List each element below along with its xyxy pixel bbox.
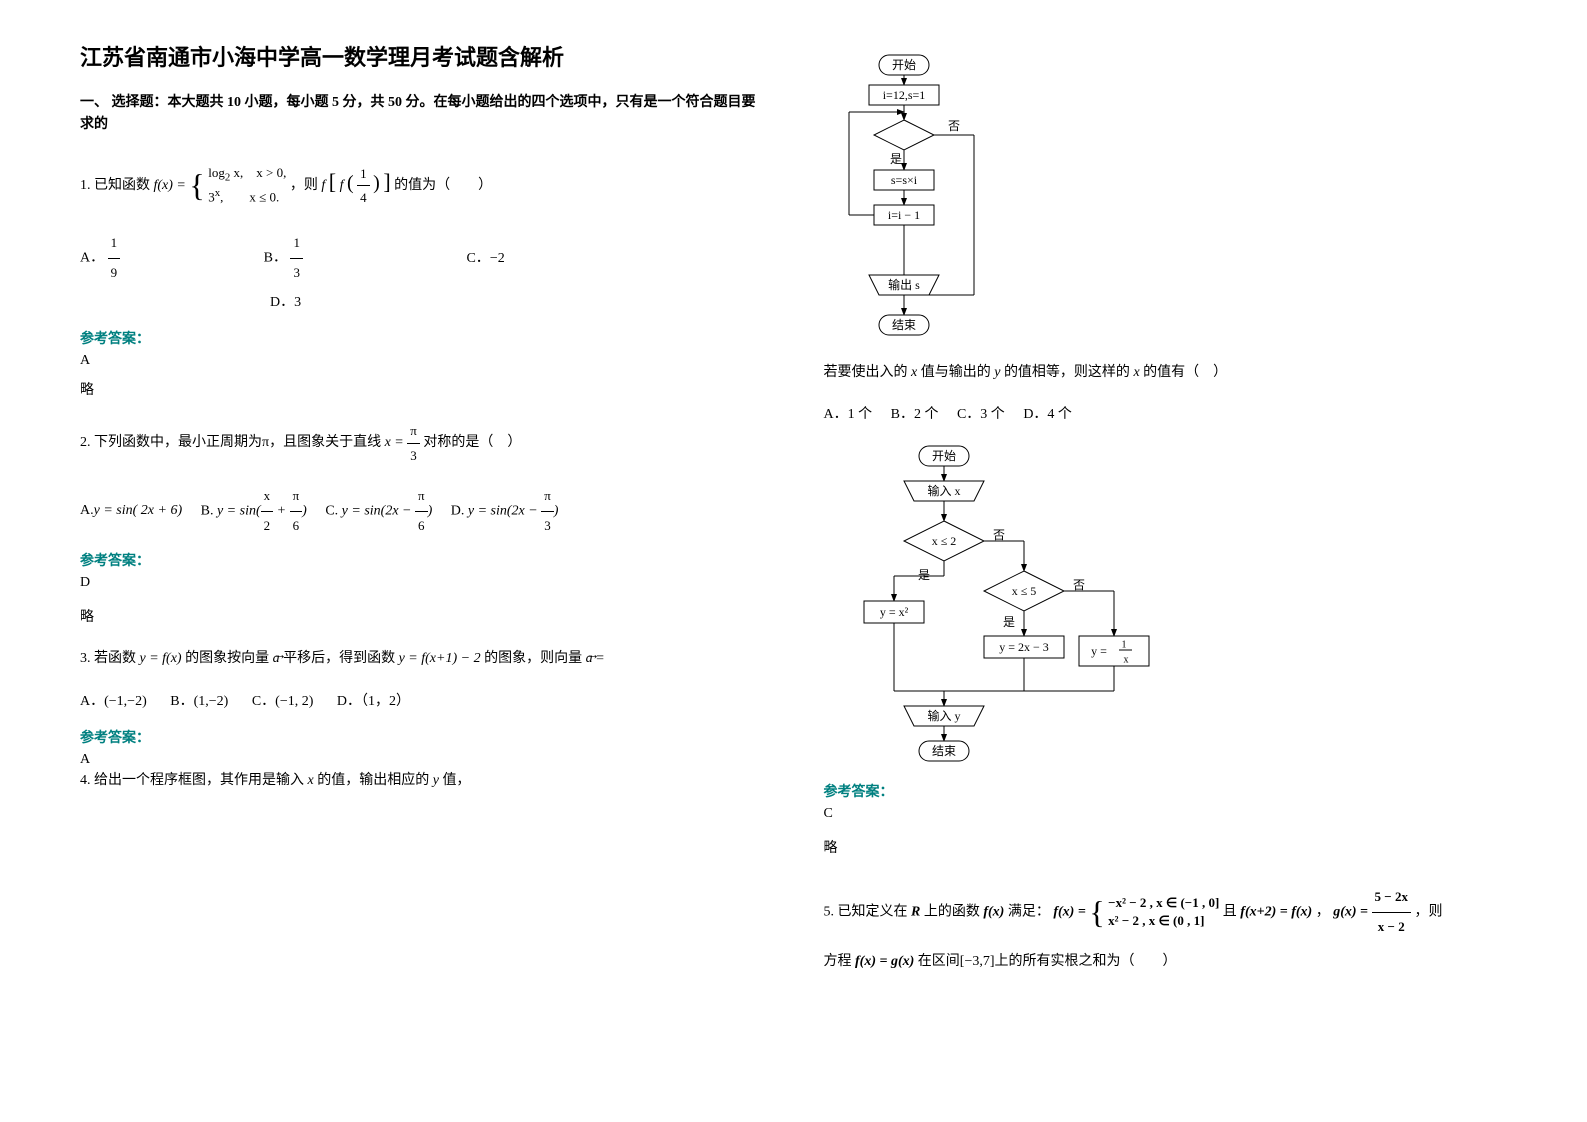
svg-text:开始: 开始 <box>891 58 915 72</box>
svg-text:s=s×i: s=s×i <box>890 173 917 187</box>
svg-text:否: 否 <box>1072 578 1084 592</box>
q4-options: A．1 个 B．2 个 C．3 个 D．4 个 <box>824 400 1508 431</box>
svg-text:输入 x: 输入 x <box>927 483 960 498</box>
q1-options: A． 19 B． 13 C．−2 D．3 <box>80 229 764 318</box>
q3-options: A．(−1,−2) B．(1,−2) C．(−1, 2) D．（1，2） <box>80 687 764 718</box>
svg-text:x ≤ 5: x ≤ 5 <box>1011 584 1036 598</box>
q2-answer-label: 参考答案： <box>80 550 764 570</box>
svg-text:是: 是 <box>1002 615 1014 629</box>
q1-note: 略 <box>80 379 764 399</box>
svg-text:i=12,s=1: i=12,s=1 <box>882 88 925 102</box>
svg-text:y =: y = <box>1091 644 1107 658</box>
svg-text:y = x²: y = x² <box>879 605 908 619</box>
question-5: 5. 已知定义在 R 上的函数 f(x) 满足： f(x) = { −x² − … <box>824 877 1508 978</box>
question-1: 1. 已知函数 f(x) = { log2 x, x > 0, 3x, x ≤ … <box>80 157 764 215</box>
q1-answer-label: 参考答案： <box>80 328 764 348</box>
q4-text-right: 若要使出入的 x 值与输出的 y 的值相等，则这样的 x 的值有（ ） <box>824 360 1508 385</box>
svg-text:结束: 结束 <box>931 744 955 758</box>
question-3: 3. 若函数 y = f(x) 的图象按向量 a→ 平移后，得到函数 y = f… <box>80 646 764 671</box>
flowchart-2: 开始 输入 x x ≤ 2 否 是 y = x² x ≤ 5 否 是 y = 2… <box>824 441 1164 771</box>
svg-text:输出 s: 输出 s <box>888 277 920 292</box>
q1-prefix: 1. 已知函数 <box>80 178 150 193</box>
svg-text:1: 1 <box>1121 639 1126 650</box>
q4-answer-label: 参考答案： <box>824 781 1508 801</box>
page-title: 江苏省南通市小海中学高一数学理月考试题含解析 <box>80 40 764 72</box>
q3-answer-label: 参考答案： <box>80 727 764 747</box>
question-2: 2. 下列函数中，最小正周期为π，且图象关于直线 x = π3 对称的是（ ） <box>80 419 764 467</box>
svg-text:结束: 结束 <box>891 318 915 332</box>
q2-answer: D <box>80 575 764 591</box>
flowchart-1: 开始 i=12,s=1 否 是 s=s×i i=i − 1 输出 s <box>824 50 1024 350</box>
q2-options: A.y = sin( 2x + 6) B. y = sin(x2 + π6) C… <box>80 482 764 540</box>
svg-text:开始: 开始 <box>931 449 955 463</box>
q1-answer: A <box>80 353 764 369</box>
q4-answer: C <box>824 806 1508 822</box>
svg-text:输入 y: 输入 y <box>927 708 960 723</box>
svg-text:y = 2x − 3: y = 2x − 3 <box>999 640 1049 654</box>
svg-text:x: x <box>1123 654 1128 665</box>
svg-text:否: 否 <box>947 119 959 133</box>
svg-text:是: 是 <box>889 152 901 166</box>
svg-text:i=i − 1: i=i − 1 <box>887 208 919 222</box>
svg-text:x ≤ 2: x ≤ 2 <box>931 534 956 548</box>
q3-answer: A <box>80 752 764 768</box>
question-4: 4. 给出一个程序框图，其作用是输入 x 的值，输出相应的 y 值， <box>80 768 764 793</box>
svg-text:否: 否 <box>992 528 1004 542</box>
svg-text:是: 是 <box>917 568 929 582</box>
q4-note: 略 <box>824 837 1508 857</box>
q2-note: 略 <box>80 606 764 626</box>
section-intro: 一、 选择题：本大题共 10 小题，每小题 5 分，共 50 分。在每小题给出的… <box>80 92 764 137</box>
q1-suffix: 的值为（ ） <box>394 178 492 193</box>
